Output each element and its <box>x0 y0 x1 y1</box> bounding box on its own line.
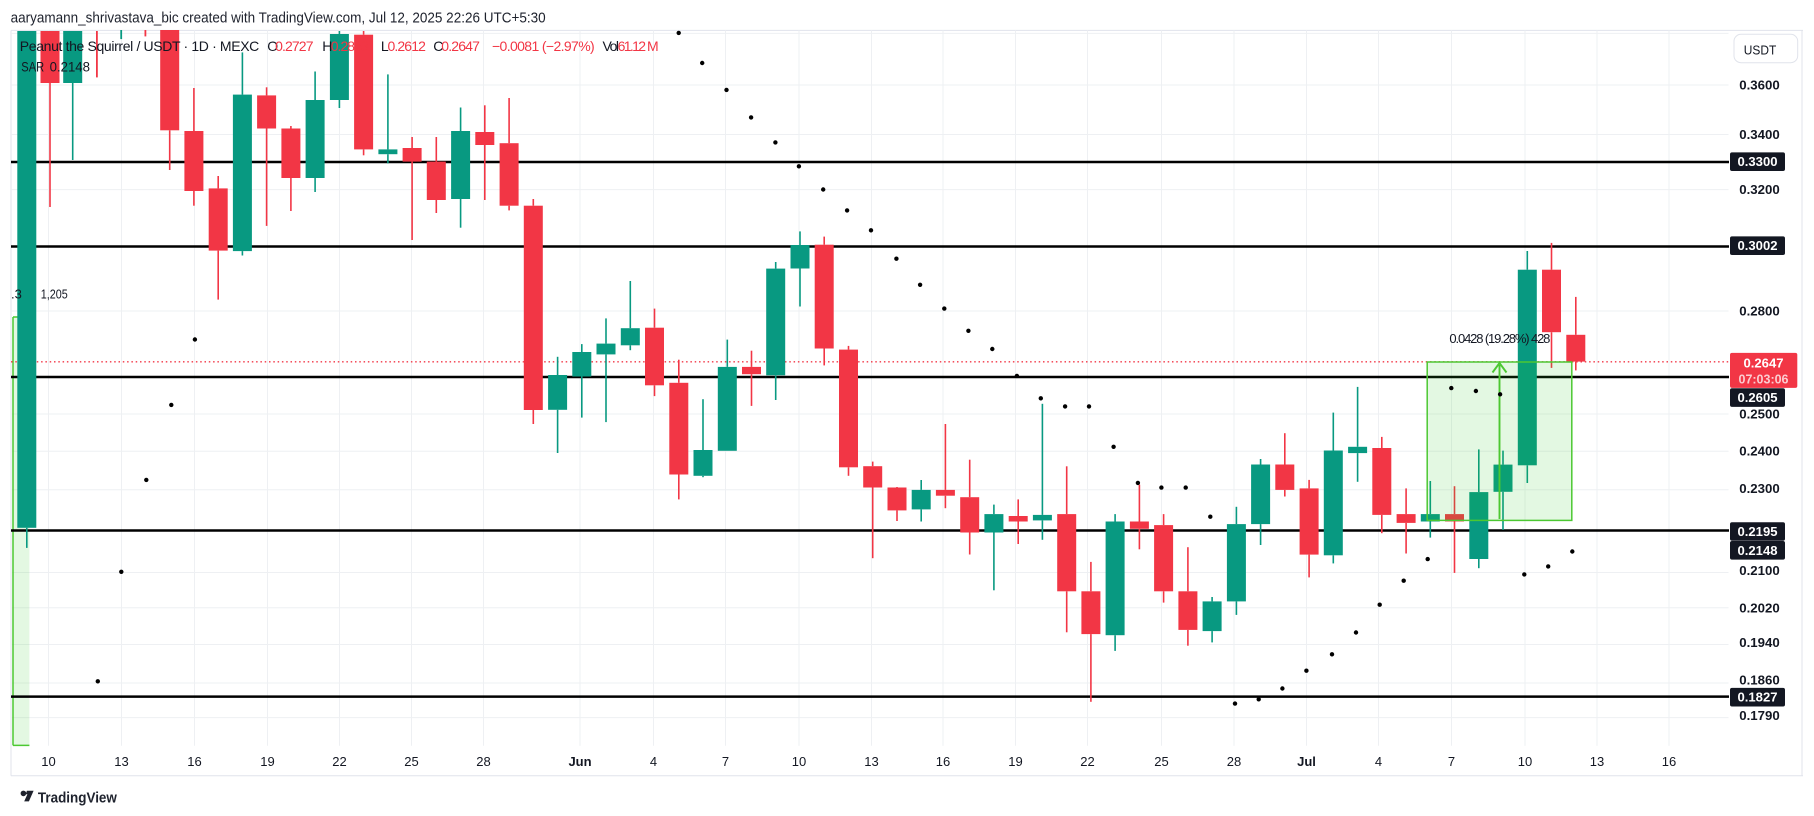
svg-text:19: 19 <box>260 754 274 769</box>
svg-text:Vol: Vol <box>603 38 620 54</box>
svg-text:16: 16 <box>936 754 950 769</box>
svg-text:22: 22 <box>1080 754 1094 769</box>
svg-text:0.1860: 0.1860 <box>1739 673 1780 688</box>
svg-text:H: H <box>322 38 332 54</box>
svg-text:07:03:06: 07:03:06 <box>1739 371 1789 386</box>
svg-text:0.2020: 0.2020 <box>1739 600 1780 615</box>
svg-text:0.3300: 0.3300 <box>1738 154 1778 169</box>
svg-text:4: 4 <box>1375 754 1382 769</box>
svg-text:O: O <box>267 38 278 54</box>
svg-text:Jun: Jun <box>568 754 591 769</box>
svg-text:0.2400: 0.2400 <box>1739 444 1780 459</box>
svg-text:0.1790: 0.1790 <box>1739 708 1780 723</box>
svg-text:10: 10 <box>41 754 55 769</box>
svg-text:16: 16 <box>187 754 201 769</box>
svg-text:0.2612: 0.2612 <box>388 38 427 54</box>
svg-text:10: 10 <box>1518 754 1532 769</box>
svg-text:0.2148: 0.2148 <box>1738 543 1778 558</box>
svg-text:0.0428 (19.28%) 428: 0.0428 (19.28%) 428 <box>1449 331 1550 346</box>
svg-text:13: 13 <box>114 754 128 769</box>
svg-text:0.2800: 0.2800 <box>1739 303 1780 318</box>
svg-text:0.2195: 0.2195 <box>1738 524 1778 539</box>
svg-text:USDT: USDT <box>1744 42 1777 57</box>
svg-text:Peanut the Squirrel / USDT · 1: Peanut the Squirrel / USDT · 1D · MEXC <box>20 38 259 54</box>
svg-text:1,205: 1,205 <box>41 286 68 301</box>
svg-text:0.1940: 0.1940 <box>1739 635 1780 650</box>
svg-text:0.3400: 0.3400 <box>1739 127 1780 142</box>
svg-text:13: 13 <box>1590 754 1604 769</box>
svg-text:16: 16 <box>1662 754 1676 769</box>
svg-text:0.2853: 0.2853 <box>331 38 369 54</box>
svg-text:0.2300: 0.2300 <box>1739 481 1780 496</box>
svg-text:−0.0081 (−2.97%): −0.0081 (−2.97%) <box>492 38 595 54</box>
svg-text:aaryamann_shrivastava_bic crea: aaryamann_shrivastava_bic created with T… <box>11 10 546 27</box>
svg-text:10: 10 <box>792 754 806 769</box>
svg-text:C: C <box>433 38 443 54</box>
svg-text:0.2727: 0.2727 <box>275 38 314 54</box>
svg-text:0.2647: 0.2647 <box>441 38 480 54</box>
svg-text:25: 25 <box>1154 754 1168 769</box>
svg-text:7: 7 <box>1448 754 1455 769</box>
svg-text:0.2500: 0.2500 <box>1739 407 1780 422</box>
svg-text:L: L <box>381 38 389 54</box>
svg-text:22: 22 <box>332 754 346 769</box>
svg-text:.3: .3 <box>11 286 22 301</box>
svg-text:61.12: 61.12 <box>618 38 647 54</box>
svg-text:0.3600: 0.3600 <box>1739 78 1780 93</box>
svg-text:25: 25 <box>404 754 418 769</box>
svg-text:TradingView: TradingView <box>38 790 117 807</box>
svg-text:0.2100: 0.2100 <box>1739 563 1780 578</box>
svg-text:0.3002: 0.3002 <box>1738 238 1778 253</box>
svg-text:7: 7 <box>722 754 729 769</box>
svg-text:0.2647: 0.2647 <box>1744 355 1784 370</box>
svg-text:M: M <box>647 38 659 54</box>
svg-text:19: 19 <box>1008 754 1022 769</box>
svg-text:28: 28 <box>476 754 490 769</box>
svg-text:13: 13 <box>864 754 878 769</box>
svg-text:0.1827: 0.1827 <box>1738 690 1778 705</box>
svg-text:4: 4 <box>650 754 657 769</box>
svg-text:0.2605: 0.2605 <box>1738 390 1778 405</box>
svg-text:SAR: SAR <box>21 59 44 75</box>
svg-text:Jul: Jul <box>1297 754 1316 769</box>
svg-text:0.2148: 0.2148 <box>50 59 91 75</box>
svg-text:28: 28 <box>1227 754 1241 769</box>
svg-text:0.3200: 0.3200 <box>1739 182 1780 197</box>
